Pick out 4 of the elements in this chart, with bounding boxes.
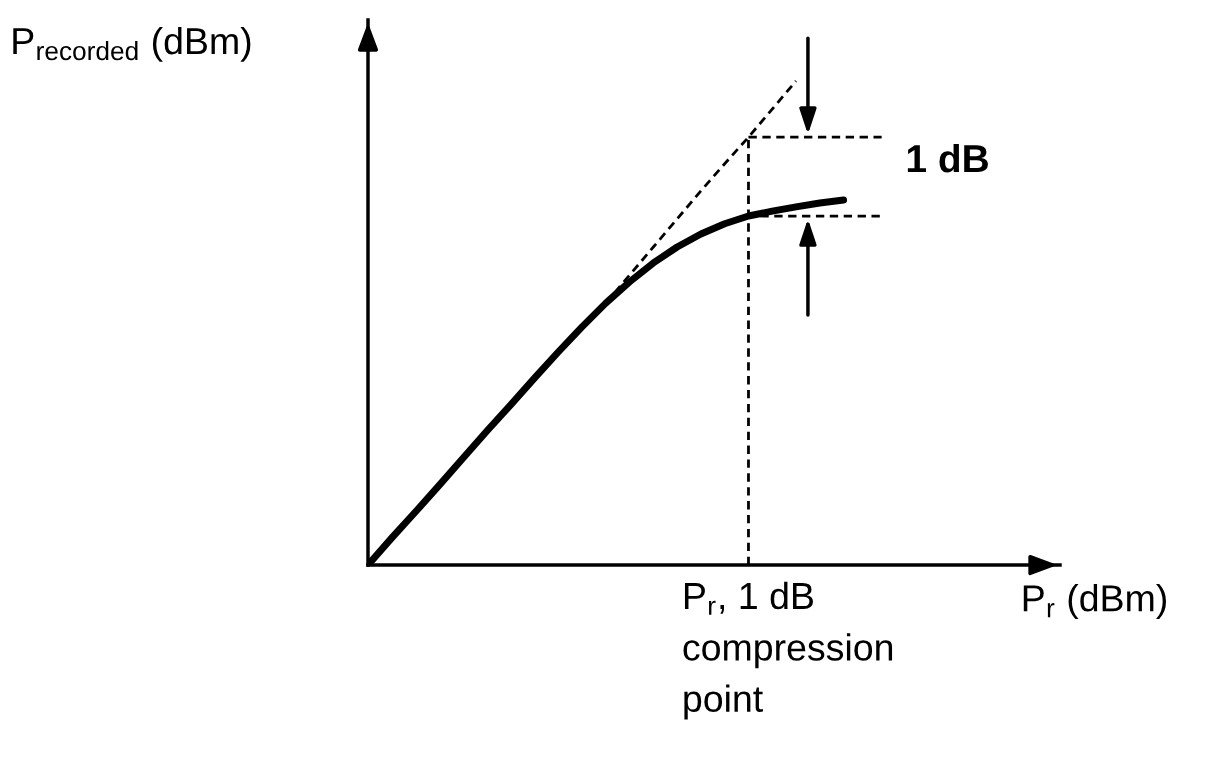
- text: 1 dB: [907, 143, 988, 173]
- y-axis-title: P$_{recorded}$ (dBm): [13, 26, 251, 62]
- text: P$_{r}$, 1 dB compression point: [683, 581, 893, 720]
- x-axis-title: P$_{r}$ (dBm): [1023, 584, 1166, 620]
